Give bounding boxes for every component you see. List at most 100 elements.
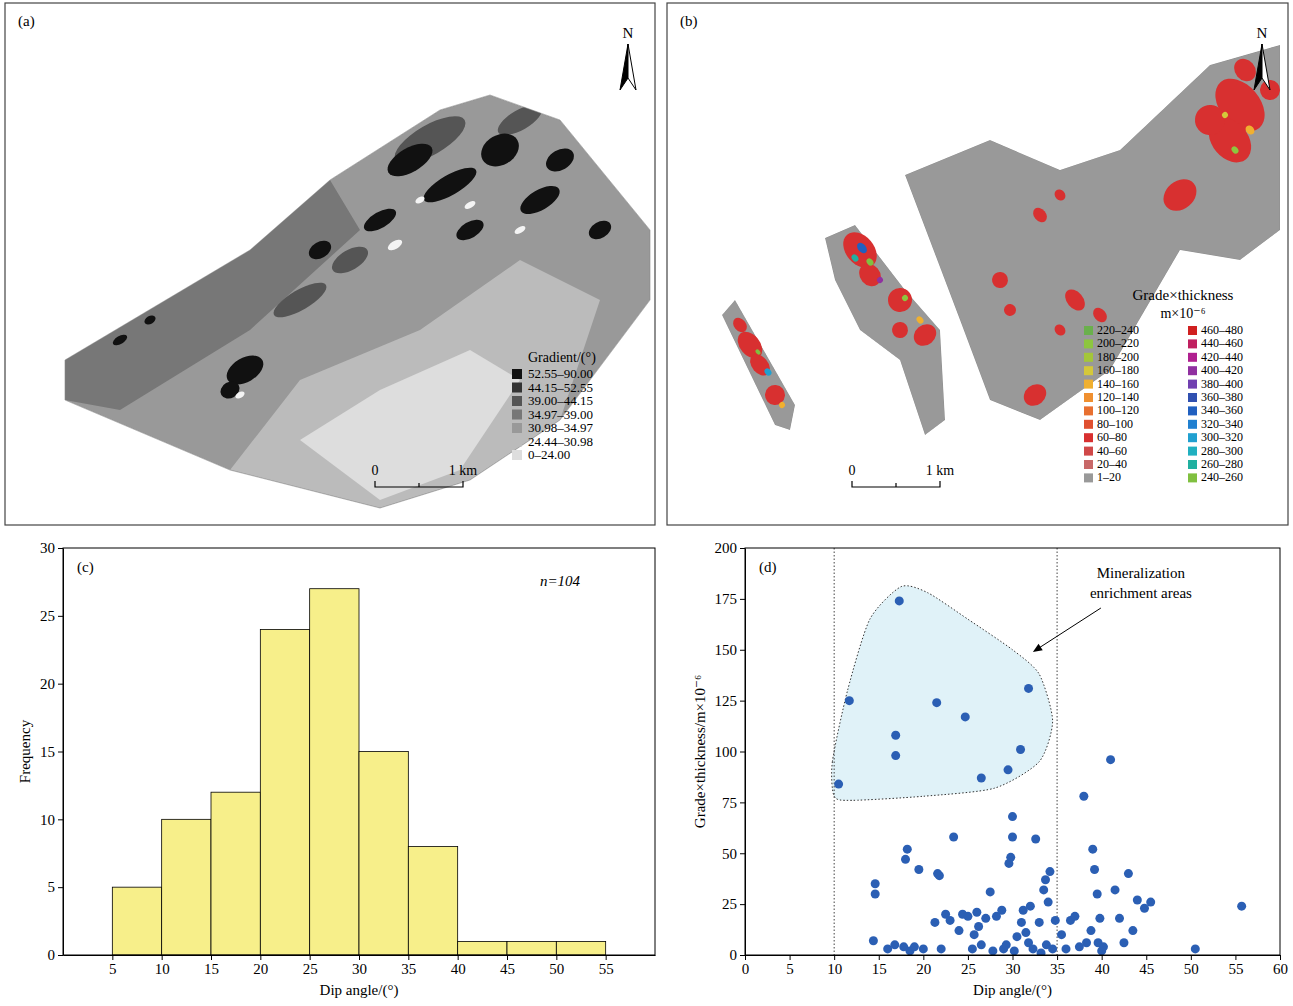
- x-tick: 40: [1095, 955, 1110, 977]
- y-tick: 30: [40, 540, 63, 556]
- point: [834, 780, 843, 789]
- legend-label: 1–20: [1097, 470, 1121, 484]
- y-tick-label: 50: [722, 846, 737, 862]
- map-patch: [909, 320, 940, 351]
- point: [1062, 944, 1071, 953]
- point: [1051, 916, 1060, 925]
- legend-label: 100–120: [1097, 403, 1139, 417]
- legend-swatch: [1084, 473, 1093, 482]
- point: [891, 731, 900, 740]
- x-tick-label: 60: [1273, 961, 1288, 977]
- x-tick-mark: [834, 955, 835, 960]
- x-tick: 20: [916, 955, 931, 977]
- point: [1029, 944, 1038, 953]
- x-tick-mark: [606, 955, 607, 960]
- point: [968, 944, 977, 953]
- x-tick-mark: [1102, 955, 1103, 960]
- point: [1012, 932, 1021, 941]
- point: [891, 751, 900, 760]
- reference-line: [1057, 548, 1058, 955]
- x-tick: 5: [786, 955, 794, 977]
- legend-swatch: [1188, 473, 1197, 482]
- point: [890, 940, 899, 949]
- map-patch: [889, 319, 912, 342]
- x-tick-label: 15: [204, 961, 219, 977]
- x-tick-label: 0: [742, 961, 750, 977]
- x-axis-title: Dip angle/(°): [973, 982, 1052, 999]
- y-tick-mark: [740, 955, 745, 956]
- legend-label: 360–380: [1201, 390, 1243, 404]
- y-tick: 0: [48, 947, 64, 963]
- region-arrow-head: [1033, 644, 1043, 652]
- point: [1106, 755, 1115, 764]
- bar: [507, 941, 556, 955]
- legend-title: Gradient/(°): [528, 350, 596, 366]
- y-tick-mark: [58, 752, 63, 753]
- x-tick: 25: [303, 955, 318, 977]
- map-area: [722, 300, 795, 430]
- map-patch: [414, 195, 426, 205]
- panel-label: (d): [759, 559, 777, 576]
- y-tick-label: 0: [730, 947, 738, 963]
- x-tick: 10: [827, 955, 842, 977]
- x-tick-mark: [790, 955, 791, 960]
- point: [986, 887, 995, 896]
- x-tick: 5: [109, 955, 117, 977]
- x-tick-mark: [458, 955, 459, 960]
- panel-label: (a): [18, 13, 35, 30]
- y-tick: 25: [722, 896, 745, 912]
- x-tick-label: 20: [253, 961, 268, 977]
- y-tick-label: 100: [715, 744, 738, 760]
- legend-swatch: [1188, 447, 1197, 456]
- y-tick-label: 25: [722, 896, 737, 912]
- y-tick: 125: [715, 693, 746, 709]
- legend-label: 240–260: [1201, 470, 1243, 484]
- map-patch: [143, 314, 157, 327]
- x-tick-label: 10: [827, 961, 842, 977]
- region-arrow: [1039, 608, 1101, 648]
- x-tick: 10: [155, 955, 170, 977]
- map-patch: [1019, 380, 1050, 411]
- north-arrow-right: [628, 44, 636, 90]
- scale-bar: [375, 481, 463, 487]
- y-tick-mark: [740, 650, 745, 651]
- map-patch: [111, 333, 129, 348]
- legend-label: 200–220: [1097, 336, 1139, 350]
- legend-swatch: [1188, 420, 1197, 429]
- point: [930, 918, 939, 927]
- point: [972, 908, 981, 917]
- point: [1045, 867, 1054, 876]
- x-tick-mark: [310, 955, 311, 960]
- y-tick-label: 175: [715, 591, 738, 607]
- y-tick: 25: [40, 608, 63, 624]
- map-patch: [883, 283, 917, 317]
- y-tick-label: 15: [40, 744, 55, 760]
- point: [1079, 792, 1088, 801]
- point: [955, 926, 964, 935]
- bar: [162, 819, 211, 955]
- point: [1002, 940, 1011, 949]
- x-tick-label: 20: [916, 961, 931, 977]
- bar: [211, 792, 260, 955]
- map-patch: [1230, 145, 1240, 155]
- map-patch: [1244, 124, 1257, 137]
- map-patch: [1157, 173, 1203, 218]
- x-tick-label: 15: [872, 961, 887, 977]
- legend-label: 140–160: [1097, 377, 1139, 391]
- legend-swatch: [1188, 353, 1197, 362]
- point: [914, 865, 923, 874]
- point: [1124, 869, 1133, 878]
- point: [1010, 946, 1019, 955]
- point: [1095, 914, 1104, 923]
- legend-swatch: [1188, 393, 1197, 402]
- point: [1088, 845, 1097, 854]
- x-tick-label: 40: [1095, 961, 1110, 977]
- point: [1086, 926, 1095, 935]
- point: [935, 871, 944, 880]
- x-tick-mark: [408, 955, 409, 960]
- map-patch: [1030, 205, 1049, 225]
- point: [1008, 812, 1017, 821]
- scale-label: 0: [372, 463, 379, 478]
- map-zone: [230, 260, 600, 508]
- x-tick-mark: [556, 955, 557, 960]
